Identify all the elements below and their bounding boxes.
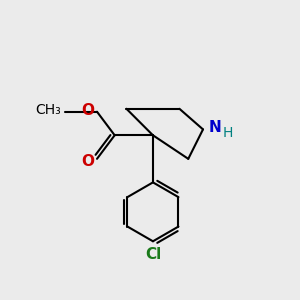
Text: O: O [82,103,94,118]
Text: Cl: Cl [145,247,161,262]
Text: N: N [208,120,221,135]
Text: H: H [223,126,233,140]
Text: O: O [82,154,94,169]
Text: CH₃: CH₃ [35,103,61,117]
